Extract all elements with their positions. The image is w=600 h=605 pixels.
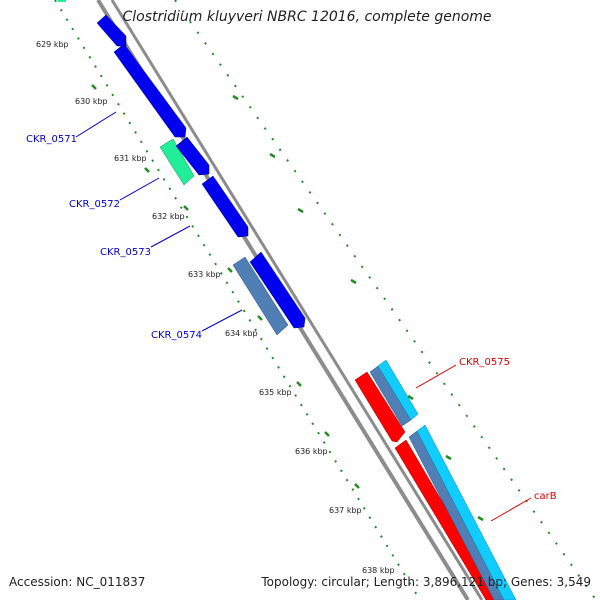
gene-label-leader: [415, 364, 457, 389]
gene-arrow-ckr0573[interactable]: [201, 175, 249, 238]
kbp-label: 635 kbp: [259, 388, 292, 397]
kbp-label: 631 kbp: [114, 154, 147, 163]
major-tick: [324, 431, 330, 437]
gene-arrow-ckr0575[interactable]: [354, 371, 406, 443]
gene-label-leader: [150, 225, 191, 248]
gene-arrow-ckr0573a[interactable]: [175, 136, 210, 176]
major-tick: [477, 515, 484, 522]
genome-backbone-inner: [110, 0, 484, 601]
gene-arrow-ckr0572[interactable]: [159, 138, 195, 186]
accession-label: Accession: NC_011837: [9, 575, 146, 589]
gene-label-leader: [75, 111, 117, 138]
kbp-label: 629 kbp: [36, 40, 69, 49]
major-tick: [407, 394, 414, 401]
kbp-label: 636 kbp: [295, 447, 328, 456]
kbp-label: 632 kbp: [152, 212, 185, 221]
scale-track-outer: [174, 0, 597, 601]
major-tick: [296, 381, 302, 387]
major-tick: [350, 278, 357, 285]
gene-label-ckr0574[interactable]: CKR_0574: [151, 330, 202, 341]
track-end-marker: [58, 0, 66, 2]
kbp-label: 633 kbp: [188, 270, 221, 279]
gene-label-leader: [490, 497, 532, 522]
map-title-text: Clostridium kluyveri NBRC 12016, complet…: [122, 9, 492, 25]
major-tick: [297, 207, 304, 214]
major-tick: [232, 94, 239, 101]
gene-arrow-ckr0570[interactable]: [96, 14, 127, 47]
feature-ckr0575-cyan[interactable]: [377, 359, 419, 421]
gene-label-leader: [201, 309, 243, 332]
kbp-label: 630 kbp: [75, 97, 108, 106]
map-title: Clostridium kluyveri NBRC 12016, complet…: [0, 9, 600, 25]
gene-label-ckr0573[interactable]: CKR_0573: [100, 247, 151, 258]
kbp-label: 637 kbp: [329, 506, 362, 515]
major-tick: [144, 167, 150, 173]
kbp-label: 638 kbp: [362, 566, 395, 575]
major-tick: [445, 454, 452, 461]
gene-arrow-ckr0574[interactable]: [249, 251, 306, 329]
topology-summary: Topology: circular; Length: 3,896,121 bp…: [261, 575, 591, 589]
gene-label-ckr0575[interactable]: CKR_0575: [459, 357, 510, 368]
kbp-label: 634 kbp: [225, 329, 258, 338]
gene-label-ckr0572[interactable]: CKR_0572: [69, 199, 120, 210]
gene-label-carb[interactable]: carB: [534, 491, 557, 502]
major-tick: [183, 205, 189, 211]
gene-arrow-ckr0574-feature[interactable]: [232, 256, 289, 336]
gene-label-leader: [119, 177, 160, 201]
gene-arrow-ckr0571[interactable]: [113, 43, 187, 138]
major-tick: [91, 84, 97, 90]
scale-track-inner: [54, 0, 421, 601]
gene-label-ckr0571[interactable]: CKR_0571: [26, 134, 77, 145]
major-tick: [227, 267, 233, 273]
major-ticks: [91, 84, 484, 522]
major-tick: [257, 315, 263, 321]
major-tick: [354, 483, 360, 489]
major-tick: [269, 152, 276, 159]
